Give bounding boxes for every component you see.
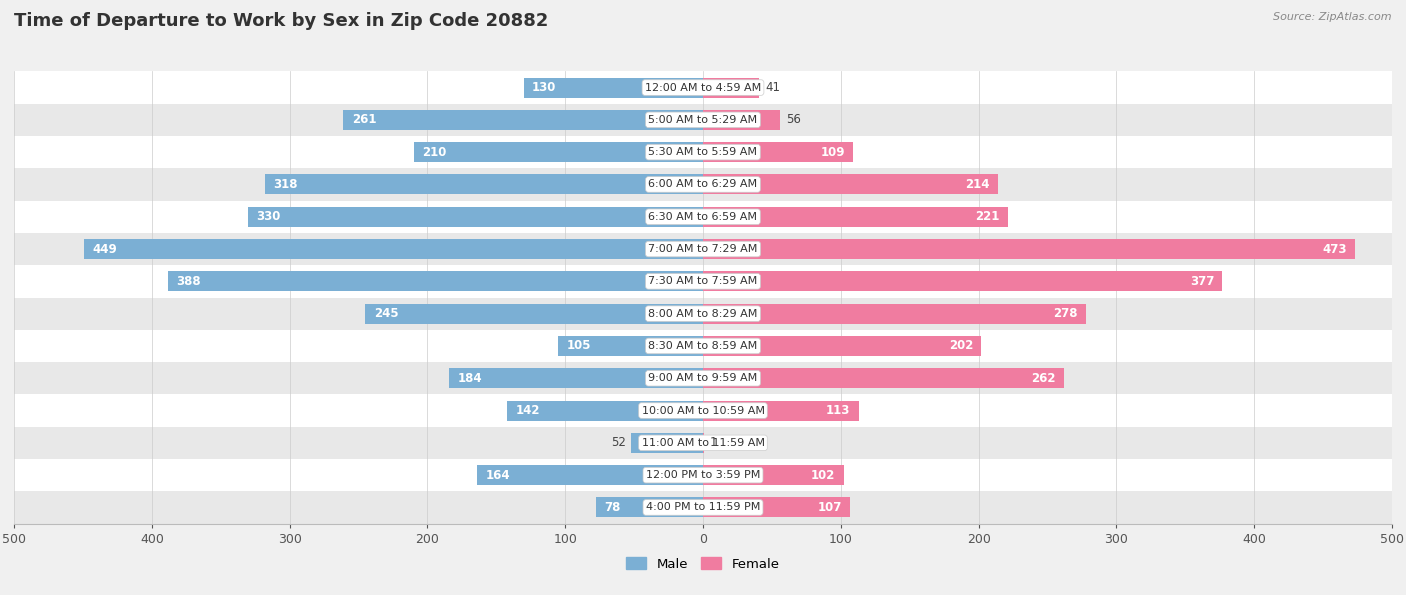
- Text: 105: 105: [567, 340, 591, 352]
- Text: 8:30 AM to 8:59 AM: 8:30 AM to 8:59 AM: [648, 341, 758, 351]
- Text: 142: 142: [516, 404, 540, 417]
- Text: 202: 202: [949, 340, 973, 352]
- Text: 41: 41: [765, 81, 780, 94]
- Bar: [703, 110, 780, 130]
- Text: 245: 245: [374, 307, 398, 320]
- Bar: [14, 427, 1392, 459]
- Text: 6:30 AM to 6:59 AM: 6:30 AM to 6:59 AM: [648, 212, 758, 222]
- Text: 318: 318: [273, 178, 298, 191]
- Text: 473: 473: [1322, 243, 1347, 255]
- Text: 78: 78: [603, 501, 620, 514]
- Text: 221: 221: [974, 210, 1000, 223]
- Bar: [343, 110, 703, 130]
- Text: 10:00 AM to 10:59 AM: 10:00 AM to 10:59 AM: [641, 406, 765, 415]
- Bar: [596, 497, 703, 518]
- Text: 56: 56: [786, 114, 800, 126]
- Text: 388: 388: [177, 275, 201, 288]
- Bar: [14, 330, 1392, 362]
- Text: 9:00 AM to 9:59 AM: 9:00 AM to 9:59 AM: [648, 373, 758, 383]
- Text: Source: ZipAtlas.com: Source: ZipAtlas.com: [1274, 12, 1392, 22]
- Bar: [703, 303, 1085, 324]
- Bar: [169, 271, 703, 292]
- Text: 11:00 AM to 11:59 AM: 11:00 AM to 11:59 AM: [641, 438, 765, 448]
- Text: 130: 130: [531, 81, 557, 94]
- Bar: [413, 142, 703, 162]
- Text: 184: 184: [458, 372, 482, 385]
- Bar: [14, 233, 1392, 265]
- Text: 4:00 PM to 11:59 PM: 4:00 PM to 11:59 PM: [645, 502, 761, 512]
- Text: 109: 109: [821, 146, 845, 159]
- Text: 210: 210: [422, 146, 446, 159]
- Bar: [703, 336, 981, 356]
- Text: 5:30 AM to 5:59 AM: 5:30 AM to 5:59 AM: [648, 147, 758, 157]
- Bar: [450, 368, 703, 389]
- Bar: [14, 265, 1392, 298]
- Text: 449: 449: [93, 243, 117, 255]
- Bar: [703, 142, 853, 162]
- Bar: [703, 497, 851, 518]
- Bar: [14, 459, 1392, 491]
- Text: 7:30 AM to 7:59 AM: 7:30 AM to 7:59 AM: [648, 276, 758, 286]
- Bar: [703, 239, 1355, 259]
- Bar: [14, 201, 1392, 233]
- Bar: [558, 336, 703, 356]
- Bar: [264, 174, 703, 195]
- Text: 12:00 AM to 4:59 AM: 12:00 AM to 4:59 AM: [645, 83, 761, 93]
- Bar: [703, 400, 859, 421]
- Text: Time of Departure to Work by Sex in Zip Code 20882: Time of Departure to Work by Sex in Zip …: [14, 12, 548, 30]
- Bar: [703, 77, 759, 98]
- Bar: [14, 71, 1392, 104]
- Bar: [249, 206, 703, 227]
- Text: 278: 278: [1053, 307, 1078, 320]
- Bar: [524, 77, 703, 98]
- Text: 107: 107: [818, 501, 842, 514]
- Text: 113: 113: [827, 404, 851, 417]
- Text: 52: 52: [612, 436, 626, 449]
- Text: 1: 1: [710, 436, 717, 449]
- Bar: [703, 206, 1008, 227]
- Text: 8:00 AM to 8:29 AM: 8:00 AM to 8:29 AM: [648, 309, 758, 319]
- Bar: [366, 303, 703, 324]
- Bar: [14, 491, 1392, 524]
- Text: 377: 377: [1189, 275, 1215, 288]
- Text: 102: 102: [811, 469, 835, 481]
- Bar: [14, 394, 1392, 427]
- Text: 262: 262: [1031, 372, 1056, 385]
- Bar: [14, 362, 1392, 394]
- Bar: [703, 174, 998, 195]
- Text: 5:00 AM to 5:29 AM: 5:00 AM to 5:29 AM: [648, 115, 758, 125]
- Bar: [14, 168, 1392, 201]
- Text: 261: 261: [352, 114, 377, 126]
- Bar: [14, 136, 1392, 168]
- Bar: [84, 239, 703, 259]
- Text: 330: 330: [256, 210, 281, 223]
- Bar: [508, 400, 703, 421]
- Text: 164: 164: [485, 469, 510, 481]
- Text: 12:00 PM to 3:59 PM: 12:00 PM to 3:59 PM: [645, 470, 761, 480]
- Bar: [703, 271, 1222, 292]
- Bar: [477, 465, 703, 485]
- Text: 6:00 AM to 6:29 AM: 6:00 AM to 6:29 AM: [648, 180, 758, 189]
- Bar: [14, 298, 1392, 330]
- Legend: Male, Female: Male, Female: [621, 552, 785, 576]
- Text: 7:00 AM to 7:29 AM: 7:00 AM to 7:29 AM: [648, 244, 758, 254]
- Bar: [14, 104, 1392, 136]
- Bar: [703, 368, 1064, 389]
- Text: 214: 214: [965, 178, 990, 191]
- Bar: [631, 433, 703, 453]
- Bar: [703, 465, 844, 485]
